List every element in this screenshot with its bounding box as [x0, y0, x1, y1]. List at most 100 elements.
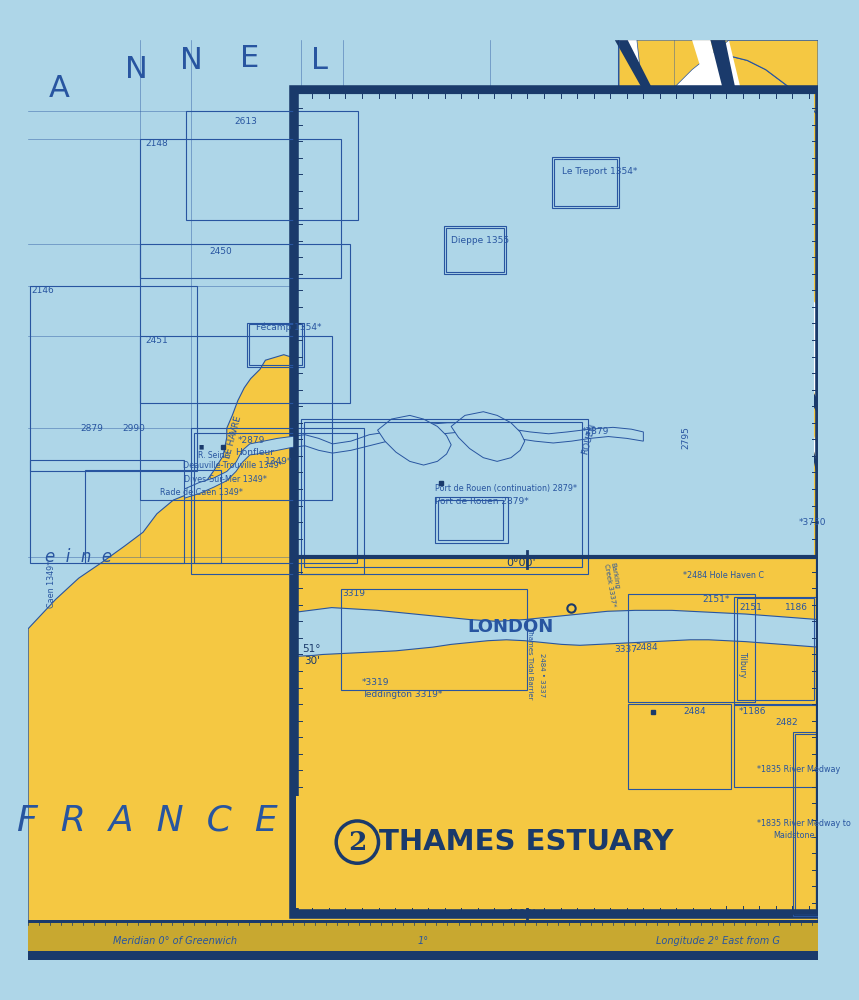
Text: Port de Rouen (continuation) 2879*: Port de Rouen (continuation) 2879* — [435, 484, 576, 493]
Text: 30': 30' — [304, 656, 320, 666]
Text: 0°00': 0°00' — [506, 909, 536, 919]
Polygon shape — [618, 40, 818, 408]
Text: ROUEN: ROUEN — [581, 423, 598, 456]
Text: 0°00': 0°00' — [506, 558, 536, 568]
Bar — [304, 422, 582, 567]
Text: Deauville-Trouville 1349*: Deauville-Trouville 1349* — [183, 461, 283, 470]
Text: 2484: 2484 — [635, 643, 658, 652]
Bar — [295, 796, 714, 908]
Bar — [302, 419, 588, 574]
Bar — [85, 470, 222, 563]
Bar — [734, 704, 817, 787]
Bar — [140, 336, 332, 500]
Bar — [249, 324, 302, 365]
Text: Port de Rouen 2879*: Port de Rouen 2879* — [435, 497, 528, 506]
Text: 3319: 3319 — [343, 589, 366, 598]
Text: Tilbury: Tilbury — [738, 652, 747, 679]
Text: LONDON: LONDON — [467, 618, 554, 636]
Polygon shape — [28, 56, 818, 960]
Text: 2879: 2879 — [81, 424, 103, 433]
Polygon shape — [451, 412, 525, 461]
Bar — [552, 157, 618, 208]
Text: Le Treport 1354*: Le Treport 1354* — [562, 167, 637, 176]
Bar — [30, 460, 185, 563]
Bar — [247, 323, 304, 367]
Polygon shape — [618, 40, 818, 175]
Text: *1186: *1186 — [739, 707, 766, 716]
Text: N: N — [125, 55, 148, 84]
Bar — [444, 226, 506, 274]
Text: Caen 1349*: Caen 1349* — [46, 561, 56, 608]
Text: 2484: 2484 — [683, 707, 705, 716]
Text: 2795: 2795 — [681, 426, 690, 449]
Text: R. Seine: R. Seine — [198, 451, 229, 460]
Text: ■: ■ — [198, 444, 204, 449]
Text: 2484 • 3337: 2484 • 3337 — [539, 653, 545, 697]
Bar — [191, 428, 364, 574]
Text: e  i  n  e: e i n e — [45, 548, 112, 566]
Text: 2450: 2450 — [210, 247, 232, 256]
Text: 2613: 2613 — [235, 117, 257, 126]
Text: L: L — [311, 46, 328, 75]
Bar — [292, 88, 818, 916]
Bar — [435, 497, 509, 543]
Text: Dives-Sur-Mer 1349*: Dives-Sur-Mer 1349* — [185, 475, 267, 484]
Text: Maidstone: Maidstone — [773, 831, 814, 840]
Text: Thames Tidal Barrier: Thames Tidal Barrier — [527, 627, 533, 700]
Text: 1°: 1° — [418, 936, 430, 946]
Text: Rade de Caen 1349*: Rade de Caen 1349* — [160, 488, 242, 497]
Bar — [295, 92, 814, 912]
Bar — [795, 734, 816, 914]
Bar — [554, 159, 617, 206]
Bar — [28, 920, 818, 960]
Text: 1186: 1186 — [785, 603, 808, 612]
Text: Teddington 3319*: Teddington 3319* — [362, 690, 442, 699]
Text: *1835 River Medway to: *1835 River Medway to — [758, 819, 851, 828]
Text: 1349*: 1349* — [265, 457, 292, 466]
Text: A: A — [48, 74, 70, 103]
Text: Fécamp 1354*: Fécamp 1354* — [256, 322, 322, 332]
Text: 2148: 2148 — [145, 139, 168, 148]
Text: *2879: *2879 — [238, 436, 265, 445]
Text: 51°: 51° — [302, 644, 320, 654]
Bar — [295, 557, 818, 912]
Text: Honfleur: Honfleur — [235, 448, 274, 457]
Polygon shape — [378, 415, 451, 465]
Bar — [341, 589, 527, 690]
Text: 3337: 3337 — [614, 645, 637, 654]
Bar — [30, 286, 198, 471]
Bar — [193, 433, 357, 563]
Text: N: N — [180, 46, 203, 75]
Bar — [438, 500, 503, 540]
Text: *3319: *3319 — [362, 678, 389, 687]
Text: *2879: *2879 — [582, 427, 609, 436]
Text: Dieppe 1355: Dieppe 1355 — [451, 236, 509, 245]
Text: Meridian 0° of Greenwich: Meridian 0° of Greenwich — [113, 936, 237, 946]
Bar — [793, 732, 818, 916]
Text: 2482: 2482 — [775, 718, 797, 727]
Bar — [140, 139, 341, 278]
Text: 2151: 2151 — [739, 603, 762, 612]
Text: E: E — [240, 44, 259, 73]
Text: *1835 River Medway: *1835 River Medway — [758, 765, 841, 774]
Bar — [186, 111, 358, 220]
Bar — [28, 923, 818, 951]
Text: Longitude 2° East from G: Longitude 2° East from G — [656, 936, 780, 946]
Text: LE HAVRE: LE HAVRE — [223, 415, 243, 460]
Text: 2146: 2146 — [32, 286, 55, 295]
Text: THAMES ESTUARY: THAMES ESTUARY — [380, 828, 673, 856]
Bar — [628, 704, 731, 789]
Text: 2151*: 2151* — [702, 595, 729, 604]
Polygon shape — [637, 40, 729, 125]
Text: 2: 2 — [348, 830, 367, 855]
Polygon shape — [615, 40, 818, 415]
Text: F  R  A  N  C  E: F R A N C E — [17, 803, 278, 837]
Polygon shape — [710, 40, 818, 482]
Bar — [446, 228, 504, 272]
Text: 2990: 2990 — [122, 424, 145, 433]
Bar — [737, 598, 814, 700]
Polygon shape — [295, 608, 818, 656]
Bar — [734, 597, 817, 705]
Text: *2484 Hole Haven C: *2484 Hole Haven C — [683, 571, 764, 580]
Bar — [628, 594, 755, 702]
